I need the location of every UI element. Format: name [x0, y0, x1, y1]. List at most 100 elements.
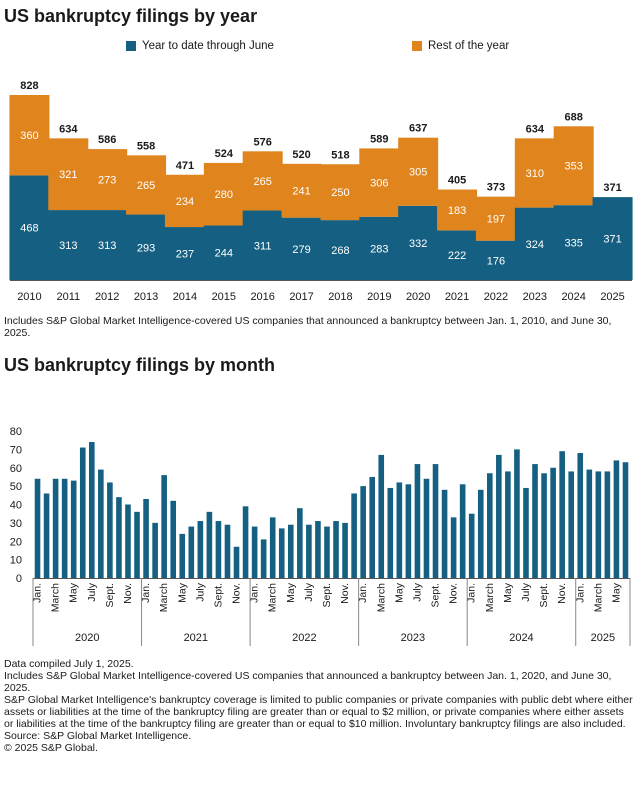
bar-rest-2016 — [242, 151, 283, 211]
x-tick-2020-Jan.: Jan. — [32, 583, 44, 603]
bar-2022-Sept. — [324, 526, 330, 578]
bar-2024-Sept. — [541, 473, 547, 578]
bar-2020-July — [88, 442, 95, 578]
label-rest-2024: 353 — [565, 161, 583, 173]
x-tick-2017: 2017 — [289, 291, 313, 303]
label-rest-2016: 265 — [254, 176, 272, 188]
x-tick-2015: 2015 — [212, 291, 236, 303]
label-rest-2012: 273 — [98, 175, 116, 187]
x-tick-2020-March: March — [50, 583, 62, 612]
x-tick-2022-July: July — [303, 582, 315, 601]
x-tick-2020-May: May — [68, 582, 80, 603]
bar-2023-Aug. — [423, 478, 430, 578]
bar-2024-Dec. — [568, 471, 575, 578]
label-ytd-2023: 324 — [526, 239, 544, 251]
bar-ytd-2022 — [475, 240, 516, 280]
bar-ytd-2010 — [9, 175, 50, 280]
legend-ytd-swatch — [126, 41, 136, 51]
bar-2021-March — [161, 475, 167, 578]
label-ytd-2020: 332 — [409, 238, 427, 250]
bar-2020-June — [79, 447, 86, 578]
bar-ytd-2016 — [242, 210, 283, 280]
note-coverage: Includes S&P Global Market Intelligence-… — [4, 670, 612, 694]
x-tick-2021-July: July — [194, 582, 206, 601]
note-copyright: © 2025 S&P Global. — [4, 742, 98, 754]
bar-2021-Nov. — [233, 546, 240, 578]
x-tick-2022-Nov.: Nov. — [339, 583, 351, 604]
y-tick-50: 50 — [10, 481, 22, 493]
chart1-title: US bankruptcy filings by year — [4, 6, 258, 26]
x-tick-2025: 2025 — [600, 291, 624, 303]
x-tick-2020-Sept.: Sept. — [104, 583, 116, 608]
x-tick-2024-March: March — [484, 583, 496, 612]
x-tick-2025-Jan.: Jan. — [574, 583, 586, 603]
bar-rest-2020 — [398, 137, 439, 206]
bar-2022-Aug. — [315, 521, 321, 578]
label-total-2011: 634 — [59, 123, 78, 135]
label-total-2012: 586 — [98, 134, 116, 146]
year-label-2020: 2020 — [75, 632, 99, 644]
x-tick-2022: 2022 — [484, 291, 508, 303]
label-ytd-2022: 176 — [487, 255, 505, 267]
x-tick-2023-May: May — [393, 582, 405, 603]
x-tick-2022-March: March — [267, 583, 279, 612]
label-total-2013: 558 — [137, 140, 155, 152]
label-total-2019: 589 — [370, 133, 388, 145]
label-ytd-2011: 313 — [59, 240, 77, 252]
x-tick-2021: 2021 — [445, 291, 469, 303]
year-label-2025: 2025 — [591, 632, 615, 644]
label-ytd-2019: 283 — [370, 243, 388, 255]
bar-2025-May — [613, 460, 620, 578]
bar-ytd-2018 — [320, 220, 361, 280]
bar-2021-Jan. — [143, 498, 149, 578]
bar-2023-Jan. — [360, 486, 366, 578]
bar-rest-2013 — [126, 155, 167, 215]
label-ytd-2013: 293 — [137, 242, 155, 254]
x-tick-2021-May: May — [176, 582, 188, 603]
label-rest-2020: 305 — [409, 167, 427, 179]
x-tick-2023: 2023 — [523, 291, 547, 303]
bar-2025-March — [595, 471, 602, 578]
bar-ytd-2020 — [398, 205, 439, 280]
x-tick-2020-July: July — [86, 582, 98, 601]
bar-2020-Dec. — [134, 511, 140, 578]
year-label-2022: 2022 — [292, 632, 316, 644]
label-rest-2017: 241 — [292, 186, 310, 198]
y-tick-40: 40 — [10, 500, 22, 512]
bar-2024-Jan. — [468, 513, 475, 578]
x-tick-2016: 2016 — [250, 291, 274, 303]
label-ytd-2018: 268 — [331, 245, 349, 257]
bar-2025-April — [604, 471, 611, 578]
chart2-plot: 0 10 20 30 40 50 60 70 80 Jan. March May July Sept. No… — [10, 426, 631, 646]
note-source: Source: S&P Global Market Intelligence. — [4, 730, 192, 742]
year-label-2023: 2023 — [401, 632, 425, 644]
bar-ytd-2012 — [87, 210, 128, 280]
bar-2022-March — [269, 517, 276, 578]
label-rest-2010: 360 — [20, 130, 38, 142]
legend-rest: Rest of the year — [412, 40, 509, 52]
bar-rest-2018 — [320, 164, 361, 221]
bar-2024-March — [486, 473, 493, 578]
bar-2020-Nov. — [125, 504, 131, 578]
label-rest-2022: 197 — [487, 214, 505, 226]
bar-rest-2021 — [437, 189, 478, 231]
bar-ytd-2024 — [553, 205, 594, 280]
label-total-2017: 520 — [292, 149, 310, 161]
x-tick-2022-May: May — [285, 582, 297, 603]
bar-2022-Jan. — [251, 526, 258, 578]
label-ytd-2015: 244 — [215, 248, 233, 260]
x-tick-2013: 2013 — [134, 291, 158, 303]
x-tick-2023-March: March — [375, 583, 387, 612]
bar-rest-2024 — [553, 126, 594, 206]
bar-ytd-2017 — [281, 217, 322, 280]
label-total-2018: 518 — [331, 149, 349, 161]
label-rest-2019: 306 — [370, 178, 388, 190]
bar-rest-2010 — [9, 95, 50, 176]
bar-2020-Jan. — [34, 478, 41, 578]
x-tick-2024-Sept.: Sept. — [538, 583, 550, 608]
label-ytd-2010: 468 — [20, 223, 38, 235]
bar-2022-Dec. — [351, 493, 357, 578]
chart1-note: Includes S&P Global Market Intelligence-… — [4, 315, 612, 339]
bar-2021-Sept. — [215, 521, 222, 578]
bar-2022-June — [297, 508, 303, 578]
